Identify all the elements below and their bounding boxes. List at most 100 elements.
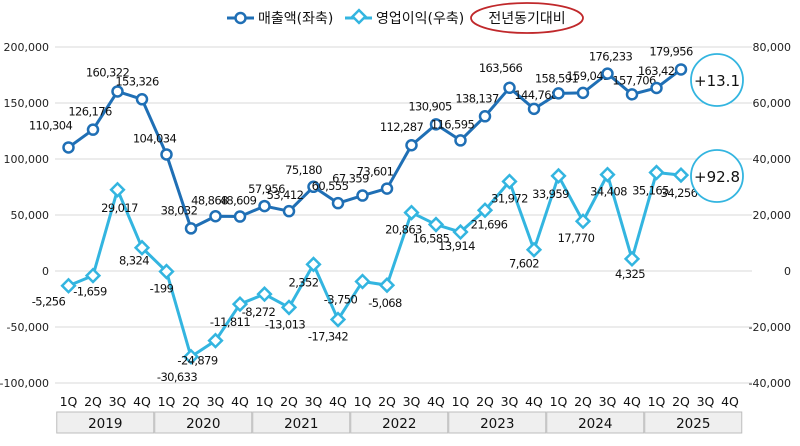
year-label: 2020 bbox=[186, 416, 220, 432]
profit-data-label: 35,165 bbox=[632, 184, 669, 198]
quarter-label: 4Q bbox=[133, 394, 151, 409]
profit-data-label: -24,879 bbox=[177, 354, 217, 368]
profit-point bbox=[231, 295, 249, 313]
revenue-point bbox=[135, 93, 149, 106]
revenue-point bbox=[552, 87, 565, 100]
revenue-data-label: 158,591 bbox=[535, 71, 579, 85]
profit-data-label: 8,324 bbox=[119, 254, 149, 268]
profit-data-label: 21,696 bbox=[471, 217, 508, 231]
revenue-point bbox=[209, 210, 222, 223]
year-cell bbox=[56, 411, 155, 434]
profit-point bbox=[501, 173, 518, 190]
profit-point bbox=[476, 202, 494, 219]
revenue-data-label: 75,180 bbox=[285, 163, 322, 177]
right-tick-label: -40,000 bbox=[749, 377, 791, 390]
right-tick-label: 0 bbox=[784, 265, 791, 278]
right-tick-label: 40,000 bbox=[753, 153, 792, 166]
quarter-label: 2Q bbox=[182, 394, 200, 409]
profit-data-label: 16,585 bbox=[413, 232, 450, 246]
left-tick-label: -100,000 bbox=[0, 377, 49, 390]
revenue-point bbox=[62, 141, 75, 154]
quarter-label: 1Q bbox=[648, 394, 666, 409]
profit-data-label: -5,068 bbox=[368, 296, 402, 310]
profit-data-label: 17,770 bbox=[558, 231, 595, 245]
revenue-data-label: 176,233 bbox=[589, 50, 633, 64]
revenue-data-label: 126,176 bbox=[68, 105, 112, 119]
profit-point bbox=[109, 181, 126, 198]
profit-data-label: -30,633 bbox=[157, 370, 197, 384]
revenue-data-label: 163,424 bbox=[638, 64, 682, 78]
quarter-label: 3Q bbox=[501, 394, 519, 409]
legend: 매출액(좌축) 영업이익(우축) 전년동기대비 bbox=[227, 2, 584, 34]
left-tick-label: 150,000 bbox=[4, 97, 50, 110]
year-cell bbox=[448, 411, 547, 434]
left-tick-label: 100,000 bbox=[4, 153, 50, 166]
profit-point bbox=[550, 167, 567, 185]
revenue-data-label: 57,956 bbox=[248, 182, 285, 196]
left-tick-label: 200,000 bbox=[4, 41, 50, 54]
profit-data-label: 13,914 bbox=[438, 239, 475, 253]
x-axis: 1Q 2Q 3Q 4Q 1Q 2Q 3Q 4Q 1Q 2Q 3Q 4Q 1Q 2Q 3Q 4Q 1Q 2Q 3Q 4Q… bbox=[56, 394, 743, 434]
yoy-ring bbox=[470, 2, 584, 34]
right-axis-ticks: 80,000 60,000 40,000 20,000 0 -20,000 -40,000 bbox=[749, 41, 791, 390]
profit-point bbox=[84, 267, 102, 284]
left-tick-label: 50,000 bbox=[11, 209, 50, 222]
revenue-point bbox=[307, 180, 320, 194]
revenue-data-label: 157,706 bbox=[612, 73, 656, 87]
revenue-data-label: 110,304 bbox=[29, 118, 73, 132]
revenue-data-label: 163,566 bbox=[479, 61, 523, 75]
revenue-data-label: 130,905 bbox=[408, 99, 452, 113]
legend-revenue: 매출액(좌축) bbox=[227, 11, 333, 27]
revenue-point bbox=[576, 86, 590, 100]
quarter-label: 1Q bbox=[354, 394, 372, 409]
revenue-data-label: 48,868 bbox=[191, 193, 228, 207]
profit-point bbox=[648, 164, 665, 181]
profit-point bbox=[329, 311, 347, 328]
right-tick-label: -20,000 bbox=[749, 321, 791, 334]
profit-data-label: 34,408 bbox=[590, 185, 627, 199]
profit-point bbox=[378, 277, 396, 294]
quarter-label: 4Q bbox=[525, 394, 543, 409]
profit-point bbox=[182, 348, 200, 365]
profit-data-label: 2,352 bbox=[289, 275, 319, 289]
revenue-point bbox=[282, 204, 296, 218]
profit-data-label: -1,659 bbox=[73, 285, 107, 299]
revenue-point bbox=[650, 81, 663, 95]
year-label: 2023 bbox=[480, 416, 514, 432]
profit-yoy-badge: +92.8 bbox=[690, 149, 744, 203]
profit-point bbox=[133, 239, 151, 256]
profit-line bbox=[67, 171, 682, 359]
revenue-data-label: 116,595 bbox=[431, 117, 475, 131]
profit-point bbox=[354, 273, 371, 290]
profit-point bbox=[305, 256, 322, 273]
profit-data-label: 29,017 bbox=[101, 201, 138, 215]
right-tick-label: 20,000 bbox=[753, 209, 792, 222]
quarter-label: 2Q bbox=[476, 394, 494, 409]
revenue-point bbox=[674, 63, 688, 76]
revenue-point bbox=[86, 123, 100, 136]
revenue-data-label: 179,956 bbox=[649, 44, 693, 58]
revenue-point bbox=[160, 148, 173, 161]
revenue-point bbox=[478, 110, 492, 123]
quarter-label: 3Q bbox=[697, 394, 715, 409]
legend-profit: 영업이익(우축) bbox=[345, 8, 464, 27]
quarter-label: 1Q bbox=[452, 394, 470, 409]
revenue-point bbox=[601, 67, 614, 80]
profit-data-label: 20,863 bbox=[385, 223, 422, 237]
profit-data-label: 31,972 bbox=[491, 191, 528, 205]
revenue-point bbox=[429, 118, 443, 131]
revenue-point bbox=[527, 102, 541, 116]
revenue-yoy-value: +13.1 bbox=[694, 72, 740, 90]
revenue-data-label: 104,034 bbox=[133, 131, 177, 145]
quarter-label: 2Q bbox=[378, 394, 396, 409]
quarter-label: 4Q bbox=[231, 394, 249, 409]
revenue-point bbox=[405, 138, 418, 152]
revenue-data-label: 38,032 bbox=[161, 203, 198, 217]
year-label: 2024 bbox=[578, 416, 612, 432]
quarter-label: 4Q bbox=[623, 394, 641, 409]
revenue-yoy-badge: +13.1 bbox=[690, 53, 744, 107]
year-label: 2021 bbox=[284, 416, 318, 432]
profit-point bbox=[256, 286, 273, 303]
quarter-label: 4Q bbox=[329, 394, 347, 409]
